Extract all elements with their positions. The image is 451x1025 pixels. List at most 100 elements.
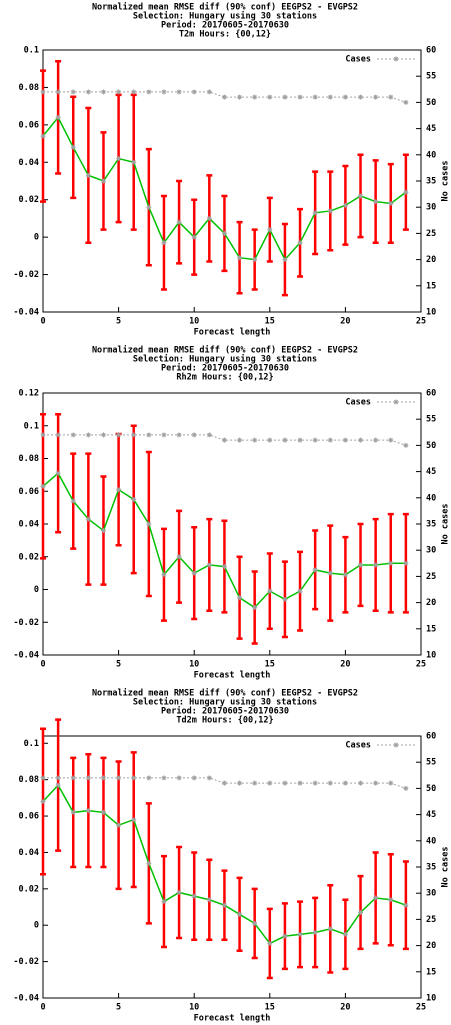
y-tick-label: 0.08 xyxy=(19,454,39,464)
point-marker xyxy=(297,588,303,594)
point-marker xyxy=(131,159,137,165)
y2-tick-label: 25 xyxy=(426,229,436,239)
point-marker xyxy=(161,432,167,438)
y-tick-label: 0.06 xyxy=(19,812,39,822)
y2-tick-label: 60 xyxy=(426,732,436,742)
point-marker xyxy=(70,498,76,504)
x-tick-label: 10 xyxy=(189,1003,199,1013)
point-marker xyxy=(297,240,303,246)
x-tick-label: 15 xyxy=(265,317,275,327)
point-marker xyxy=(146,204,152,210)
x-tick-label: 5 xyxy=(116,317,121,327)
point-marker xyxy=(312,210,318,216)
point-marker xyxy=(221,780,227,786)
point-marker xyxy=(116,89,122,95)
point-marker xyxy=(267,437,273,443)
point-marker xyxy=(85,172,91,178)
point-marker xyxy=(146,860,152,866)
point-marker xyxy=(327,570,333,576)
y-tick-label: 0.04 xyxy=(19,520,39,530)
point-marker xyxy=(403,902,409,908)
y2-tick-label: 25 xyxy=(426,572,436,582)
point-marker xyxy=(100,775,106,781)
y-tick-label: -0.04 xyxy=(13,308,39,318)
point-marker xyxy=(388,780,394,786)
point-marker xyxy=(327,437,333,443)
y-tick-label: 0.02 xyxy=(19,195,39,205)
y-tick-label: 0.1 xyxy=(24,46,39,56)
point-marker xyxy=(237,780,243,786)
x-tick-label: 15 xyxy=(265,1003,275,1013)
point-marker xyxy=(237,94,243,100)
point-marker xyxy=(267,940,273,946)
point-marker xyxy=(297,780,303,786)
y-tick-label: -0.02 xyxy=(13,957,39,967)
point-marker xyxy=(40,799,46,804)
y2-tick-label: 55 xyxy=(426,758,436,768)
y2-tick-label: 35 xyxy=(426,863,436,873)
y-tick-label: 0.12 xyxy=(19,389,39,399)
point-marker xyxy=(373,94,379,100)
point-marker xyxy=(267,94,273,100)
point-marker xyxy=(191,432,197,438)
point-marker xyxy=(146,775,152,781)
y2-tick-label: 20 xyxy=(426,598,436,608)
point-marker xyxy=(267,227,273,233)
point-marker xyxy=(388,560,394,566)
y-tick-label: 0 xyxy=(34,585,39,595)
point-marker xyxy=(206,215,212,221)
y2-tick-label: 60 xyxy=(426,389,436,399)
y2-tick-label: 35 xyxy=(426,520,436,530)
point-marker xyxy=(131,432,137,438)
point-marker xyxy=(267,588,273,594)
point-marker xyxy=(206,89,212,95)
point-marker xyxy=(342,780,348,786)
y-tick-label: 0.08 xyxy=(19,775,39,785)
legend-label: Cases xyxy=(345,398,371,408)
point-marker xyxy=(221,437,227,443)
y-tick-label: 0.08 xyxy=(19,83,39,93)
point-marker xyxy=(327,94,333,100)
y2-tick-label: 10 xyxy=(426,651,436,661)
legend-marker xyxy=(393,742,399,748)
point-marker xyxy=(146,89,152,95)
point-marker xyxy=(176,219,182,225)
point-marker xyxy=(282,94,288,100)
point-marker xyxy=(388,897,394,903)
point-marker xyxy=(40,89,46,95)
point-marker xyxy=(85,432,91,438)
y-tick-label: 0 xyxy=(34,921,39,931)
y-tick-label: -0.04 xyxy=(13,651,39,661)
plot-frame xyxy=(42,392,422,656)
point-marker xyxy=(40,133,46,139)
chart-title: Selection: Hungary using 30 stations xyxy=(133,697,317,708)
point-marker xyxy=(40,775,46,781)
point-marker xyxy=(116,487,122,493)
point-marker xyxy=(312,94,318,100)
y2-tick-label: 15 xyxy=(426,281,436,291)
point-marker xyxy=(176,554,182,560)
point-marker xyxy=(267,780,273,786)
x-tick-label: 25 xyxy=(416,660,426,670)
point-marker xyxy=(221,902,227,908)
chart-title: T2m Hours: {00,12} xyxy=(179,30,271,40)
y2-tick-label: 40 xyxy=(426,493,436,503)
x-axis-label: Forecast length xyxy=(194,671,271,681)
point-marker xyxy=(176,889,182,895)
y-tick-label: 0.06 xyxy=(19,120,39,130)
x-tick-label: 0 xyxy=(40,317,45,327)
point-marker xyxy=(282,596,288,602)
x-tick-label: 25 xyxy=(416,1003,426,1013)
y2-tick-label: 50 xyxy=(426,98,436,108)
x-tick-label: 0 xyxy=(40,1003,45,1013)
point-marker xyxy=(388,437,394,443)
point-marker xyxy=(327,208,333,214)
point-marker xyxy=(403,99,409,105)
point-marker xyxy=(206,432,212,438)
point-marker xyxy=(116,156,122,162)
point-marker xyxy=(70,89,76,95)
point-marker xyxy=(388,94,394,100)
chart-title: Selection: Hungary using 30 stations xyxy=(133,354,317,365)
point-marker xyxy=(85,775,91,781)
